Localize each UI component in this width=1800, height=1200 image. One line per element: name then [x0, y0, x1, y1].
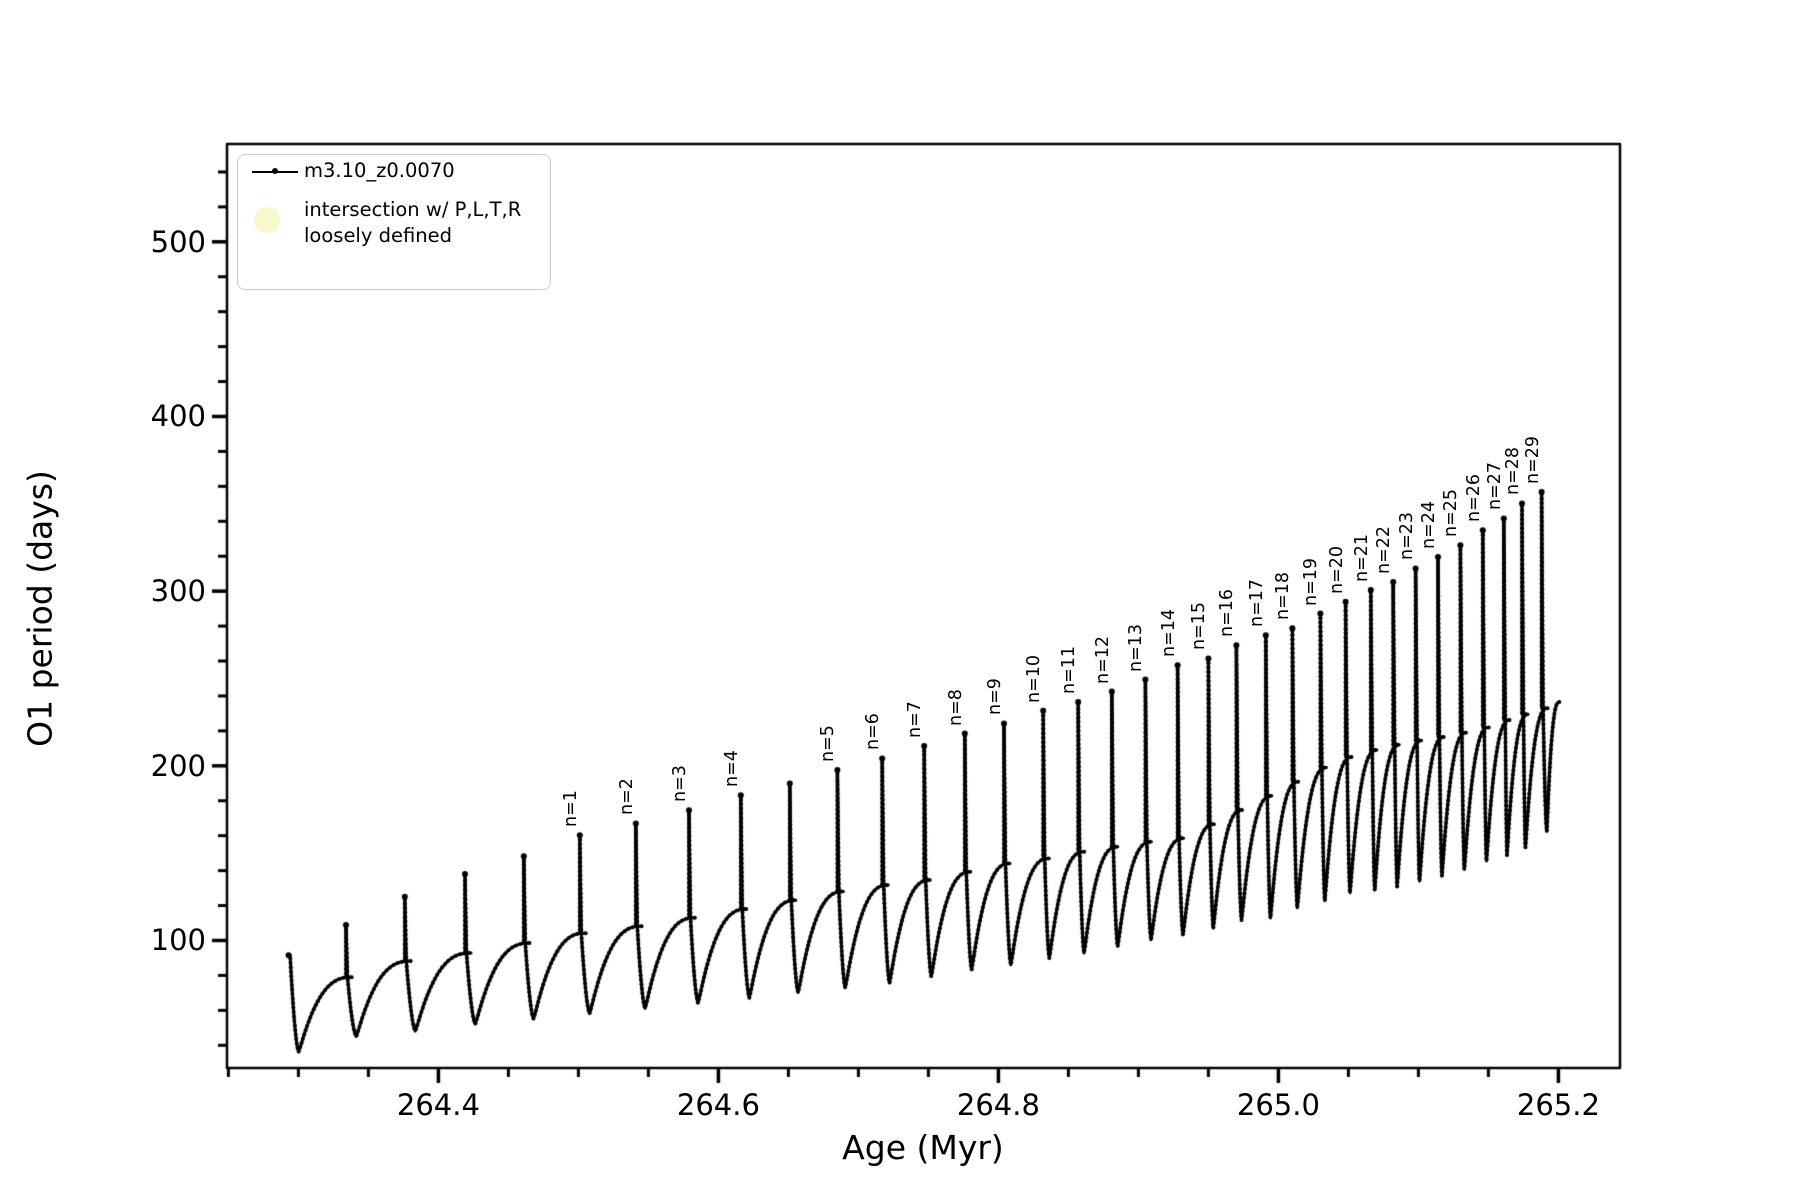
x-tick-label: 264.8: [956, 1088, 1040, 1122]
pulse-label-n-3: n=3: [670, 765, 690, 803]
pulse-label-n-9: n=9: [985, 678, 1005, 716]
pulse-label-n-20: n=20: [1326, 545, 1347, 594]
y-tick-label: 400: [150, 399, 206, 434]
pulse-label-n-24: n=24: [1419, 500, 1439, 549]
pulse-label-n-27: n=27: [1484, 462, 1505, 511]
pulse-label-n-16: n=16: [1217, 589, 1238, 638]
pulse-label-n-14: n=14: [1158, 609, 1179, 658]
pulse-label-n-19: n=19: [1301, 557, 1322, 606]
pulse-label-n-21: n=21: [1351, 534, 1372, 583]
pulse-label-n-23: n=23: [1396, 512, 1417, 561]
y-tick-label: 100: [150, 923, 206, 958]
pulse-label-n-29: n=29: [1522, 435, 1543, 484]
pulse-label-n-28: n=28: [1503, 447, 1523, 496]
y-axis-title: O1 period (days): [20, 470, 60, 747]
pulse-label-n-5: n=5: [818, 725, 839, 762]
pulse-label-n-4: n=4: [721, 750, 742, 788]
x-tick-label: 265.0: [1236, 1088, 1320, 1122]
pulse-label-n-18: n=18: [1273, 572, 1294, 621]
pulse-label-n-13: n=13: [1126, 623, 1147, 672]
x-tick-label: 264.4: [396, 1088, 480, 1122]
y-tick-label: 200: [150, 748, 206, 783]
pulse-label-n-17: n=17: [1246, 579, 1267, 628]
legend-line-marker-dot: [272, 168, 278, 174]
y-tick-label: 300: [150, 574, 206, 609]
pulse-label-n-26: n=26: [1463, 474, 1484, 523]
pulse-label-n-8: n=8: [945, 688, 966, 726]
intersection-marker-icon: [254, 207, 280, 233]
pulse-label-n-2: n=2: [616, 778, 637, 816]
pulse-label-n-11: n=11: [1059, 645, 1080, 694]
legend: m3.10_z0.0070 intersection w/ P,L,T,R lo…: [237, 154, 551, 290]
pulse-label-n-10: n=10: [1024, 654, 1045, 703]
pulse-label-n-7: n=7: [905, 701, 926, 739]
legend-intersection-label-line2: loosely defined: [304, 224, 452, 247]
pulse-label-n-25: n=25: [1441, 489, 1462, 538]
pulse-label-n-6: n=6: [863, 713, 884, 751]
pulse-label-n-12: n=12: [1092, 635, 1113, 684]
x-axis-title: Age (Myr): [842, 1128, 1004, 1167]
legend-series-label: m3.10_z0.0070: [304, 159, 455, 182]
x-tick-label: 265.2: [1516, 1088, 1600, 1122]
y-tick-label: 500: [150, 224, 206, 259]
x-tick-label: 264.6: [676, 1088, 760, 1122]
legend-intersection-label-line1: intersection w/ P,L,T,R: [304, 198, 522, 221]
pulse-label-n-1: n=1: [560, 790, 581, 828]
pulse-label-n-15: n=15: [1189, 602, 1210, 651]
pulse-label-n-22: n=22: [1374, 525, 1395, 574]
